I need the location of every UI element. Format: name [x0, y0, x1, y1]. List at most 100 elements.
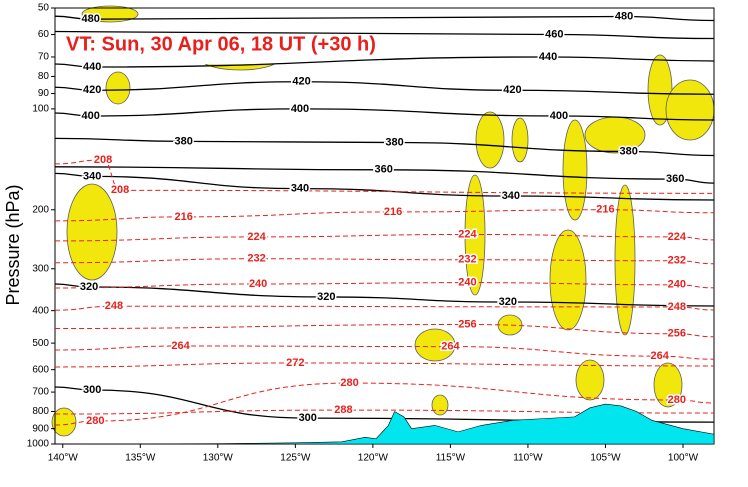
y-axis-label: Pressure (hPa): [3, 184, 23, 305]
x-tick-label: 125°W: [280, 453, 311, 464]
contour-label: 400: [550, 110, 568, 122]
x-tick-label: 115°W: [436, 453, 466, 464]
x-tick-label: 110°W: [513, 453, 543, 464]
y-tick-label: 100: [32, 104, 49, 115]
contour-line: [54, 305, 715, 311]
contour-line: [54, 137, 715, 157]
contour-label: 460: [545, 28, 563, 40]
contour-label: 380: [175, 135, 193, 147]
contour-line: [54, 233, 715, 242]
contour-label: 272: [286, 357, 304, 369]
contour-label: 280: [340, 377, 358, 389]
contour-line: [54, 282, 715, 289]
y-tick-label: 1000: [27, 439, 50, 450]
contour-label: 256: [668, 328, 686, 340]
contour-label: 256: [458, 318, 476, 330]
contour-label: 300: [299, 412, 317, 424]
contour-label: 340: [291, 183, 309, 195]
contour-label: 240: [458, 277, 476, 289]
plot-frame: [54, 7, 715, 445]
contour-label: 288: [334, 404, 352, 416]
contour-label: 216: [175, 211, 193, 223]
y-tick-label: 80: [38, 71, 50, 82]
contour-label: 440: [539, 51, 557, 63]
y-tick-label: 800: [32, 406, 49, 417]
contour-line: [54, 166, 715, 184]
contour-label: 420: [83, 84, 101, 96]
y-tick-label: 500: [32, 338, 49, 349]
contour-line: [54, 324, 715, 338]
contour-label: 216: [596, 204, 614, 216]
contour-line: [54, 159, 715, 194]
contour-label: 480: [81, 13, 99, 25]
contour-line: [54, 172, 715, 201]
contour-label: 208: [111, 184, 129, 196]
contour-label: 480: [615, 10, 633, 22]
contours: [54, 15, 715, 426]
y-tick-label: 900: [32, 423, 49, 434]
contour-label: 264: [651, 350, 670, 362]
y-tick-label: 70: [38, 52, 50, 63]
y-tick-label: 700: [32, 387, 49, 398]
x-tick-label: 105°W: [590, 453, 621, 464]
contour-line: [54, 108, 715, 121]
x-tick-label: 100°W: [668, 453, 699, 464]
contour-label: 240: [668, 279, 686, 291]
y-tick-label: 90: [38, 88, 50, 99]
contour-label: 320: [80, 281, 98, 293]
contour-line: [54, 56, 715, 68]
contour-line: [54, 283, 715, 307]
contour-label: 216: [384, 206, 402, 218]
contour-label: 380: [385, 136, 403, 148]
contour-label: 340: [83, 170, 101, 182]
contour-label: 232: [247, 253, 265, 265]
contour-line: [54, 209, 715, 222]
contour-label: 440: [83, 61, 101, 73]
contour-label: 340: [502, 190, 520, 202]
contour-line: [54, 81, 715, 95]
contour-label: 280: [668, 394, 686, 406]
contour-label: 264: [441, 340, 460, 352]
chart-title: VT: Sun, 30 Apr 06, 18 UT (+30 h): [66, 33, 376, 55]
x-tick-label: 130°W: [203, 453, 234, 464]
contour-label: 280: [86, 415, 104, 427]
contour-label: 320: [499, 296, 517, 308]
y-tick-label: 600: [32, 364, 49, 375]
contour-label: 208: [94, 154, 112, 166]
contour-label: 232: [458, 254, 476, 266]
terrain: [54, 403, 715, 445]
moisture-blobs: [51, 5, 715, 437]
x-tick-label: 140°W: [48, 453, 79, 464]
y-tick-label: 50: [38, 3, 50, 14]
contour-line: [54, 345, 715, 360]
contour-label: 224: [247, 231, 266, 243]
contour-line: [54, 258, 715, 265]
contour-label: 420: [292, 76, 310, 88]
contour-label: 360: [375, 164, 393, 176]
contour-label: 248: [105, 300, 123, 312]
y-tick-label: 200: [32, 204, 49, 215]
contour-line: [54, 30, 715, 40]
contour-line: [54, 382, 715, 426]
contour-label: 400: [81, 110, 99, 122]
y-tick-label: 60: [38, 29, 50, 40]
contour-line: [54, 15, 715, 22]
contour-label: 264: [171, 340, 190, 352]
y-tick-label: 400: [32, 305, 49, 316]
contour-line: [54, 362, 715, 368]
contour-label: 248: [668, 301, 686, 313]
contour-label: 420: [503, 84, 521, 96]
y-tick-label: 300: [32, 263, 49, 274]
contour-label: 360: [666, 173, 684, 185]
contour-label: 224: [458, 228, 477, 240]
contour-label: 300: [83, 384, 101, 396]
x-tick-label: 135°W: [125, 453, 156, 464]
contour-label: 232: [668, 255, 686, 267]
x-tick-label: 120°W: [358, 453, 389, 464]
contour-label: 380: [620, 145, 638, 157]
contour-label: 320: [317, 291, 335, 303]
contour-label: 400: [291, 103, 309, 115]
contour-label: 240: [249, 278, 267, 290]
contour-label: 224: [668, 231, 687, 243]
